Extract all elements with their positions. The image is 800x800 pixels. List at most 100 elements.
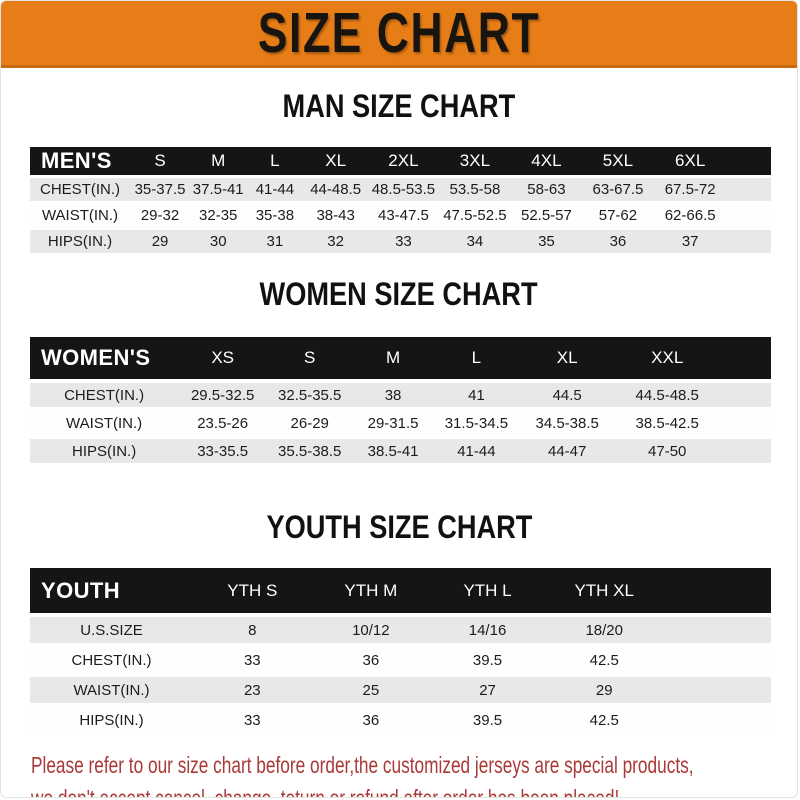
size-value-cell: 44.5 (519, 383, 616, 407)
youth-size-table: YOUTH YTH S YTH M YTH L YTH XL U.S.SIZE 8 10… (30, 564, 771, 737)
size-value-cell: 29 (544, 677, 664, 703)
size-value-cell: 38 (352, 383, 434, 407)
men-section-heading: MAN SIZE CHART (1, 88, 797, 131)
notice-line-2: we don't accept cancel, change, teturn o… (31, 785, 620, 798)
size-column-header: L (433, 337, 520, 379)
size-value-cell: 26-29 (267, 411, 353, 435)
size-value-cell: 27 (430, 677, 545, 703)
men-heading-text: MAN SIZE CHART (282, 88, 516, 124)
row-label-waist: WAIST(IN.) (30, 411, 179, 435)
size-value-cell: 33-35.5 (178, 439, 268, 463)
women-table-label: WOMEN'S (30, 337, 179, 379)
size-value-cell: 10/12 (311, 617, 431, 643)
spacer-cell (719, 337, 771, 379)
size-value-cell: 35-38 (246, 204, 304, 227)
size-value-cell: 38.5-41 (352, 439, 434, 463)
size-value-cell: 36 (311, 647, 431, 673)
size-value-cell: 38.5-42.5 (615, 411, 720, 435)
size-column-header: YTH M (311, 568, 431, 613)
size-value-cell: 37 (653, 230, 727, 253)
men-table-label: MEN'S (30, 147, 131, 175)
spacer-cell (726, 147, 771, 175)
size-value-cell: 33 (193, 647, 312, 673)
spacer-cell (663, 647, 771, 673)
spacer-cell (719, 439, 771, 463)
row-label-ussize: U.S.SIZE (30, 617, 194, 643)
women-header-row: WOMEN'S XS S M L XL XXL (30, 337, 771, 379)
size-value-cell: 39.5 (430, 647, 545, 673)
spacer-cell (663, 568, 771, 613)
spacer-cell (663, 617, 771, 643)
size-value-cell: 33 (193, 707, 312, 733)
women-heading-text: WOMEN SIZE CHART (259, 276, 539, 312)
men-header-row: MEN'S S M L XL 2XL 3XL 4XL 5XL 6XL (30, 147, 771, 175)
men-waist-row: WAIST(IN.) 29-32 32-35 35-38 38-43 43-47.5 47… (30, 204, 771, 227)
spacer-cell (726, 204, 771, 227)
notice-line-1: Please refer to our size chart before or… (31, 752, 694, 778)
size-value-cell: 58-63 (510, 178, 582, 201)
size-column-header: YTH L (430, 568, 545, 613)
size-column-header: XS (178, 337, 268, 379)
spacer-cell (726, 230, 771, 253)
size-value-cell: 35-37.5 (130, 178, 191, 201)
spacer-cell (663, 677, 771, 703)
women-chest-row: CHEST(IN.) 29.5-32.5 32.5-35.5 38 41 44.5 44.… (30, 383, 771, 407)
row-label-chest: CHEST(IN.) (30, 383, 179, 407)
men-hips-row: HIPS(IN.) 29 30 31 32 33 34 35 36 37 (30, 230, 771, 253)
size-value-cell: 31.5-34.5 (433, 411, 520, 435)
size-value-cell: 42.5 (544, 707, 664, 733)
size-value-cell: 29 (130, 230, 191, 253)
men-chest-row: CHEST(IN.) 35-37.5 37.5-41 41-44 44-48.5 48.… (30, 178, 771, 201)
size-value-cell: 38-43 (303, 204, 368, 227)
men-size-table: MEN'S S M L XL 2XL 3XL 4XL 5XL 6XL CHEST(IN.) 35… (30, 144, 771, 256)
row-label-hips: HIPS(IN.) (30, 439, 179, 463)
size-column-header: M (352, 337, 434, 379)
size-column-header: S (130, 147, 191, 175)
youth-chest-row: CHEST(IN.) 33 36 39.5 42.5 (30, 647, 771, 673)
spacer-cell (726, 178, 771, 201)
size-column-header: S (267, 337, 353, 379)
size-column-header: XXL (615, 337, 720, 379)
size-column-header: 6XL (653, 147, 727, 175)
page-title: SIZE CHART (257, 1, 541, 65)
size-value-cell: 57-62 (581, 204, 654, 227)
size-value-cell: 36 (581, 230, 654, 253)
size-value-cell: 29-31.5 (352, 411, 434, 435)
size-value-cell: 43-47.5 (367, 204, 439, 227)
size-value-cell: 30 (190, 230, 247, 253)
size-value-cell: 23 (193, 677, 312, 703)
size-value-cell: 41-44 (246, 178, 304, 201)
size-value-cell: 52.5-57 (510, 204, 582, 227)
row-label-hips: HIPS(IN.) (30, 707, 194, 733)
youth-heading-text: YOUTH SIZE CHART (266, 509, 532, 545)
size-value-cell: 48.5-53.5 (367, 178, 439, 201)
size-value-cell: 29-32 (130, 204, 191, 227)
women-section-heading: WOMEN SIZE CHART (1, 276, 797, 319)
banner: SIZE CHART (1, 1, 797, 68)
size-value-cell: 42.5 (544, 647, 664, 673)
size-value-cell: 53.5-58 (438, 178, 511, 201)
spacer-cell (719, 411, 771, 435)
row-label-chest: CHEST(IN.) (30, 178, 131, 201)
size-column-header: 3XL (438, 147, 511, 175)
size-column-header: YTH XL (544, 568, 664, 613)
size-value-cell: 47.5-52.5 (438, 204, 511, 227)
size-column-header: 4XL (510, 147, 582, 175)
size-column-header: XL (303, 147, 368, 175)
size-value-cell: 41-44 (433, 439, 520, 463)
size-column-header: XL (519, 337, 616, 379)
size-value-cell: 63-67.5 (581, 178, 654, 201)
row-label-chest: CHEST(IN.) (30, 647, 194, 673)
size-value-cell: 23.5-26 (178, 411, 268, 435)
size-value-cell: 14/16 (430, 617, 545, 643)
women-size-table: WOMEN'S XS S M L XL XXL CHEST(IN.) 29.5-32.5 3… (30, 333, 771, 467)
size-value-cell: 41 (433, 383, 520, 407)
size-value-cell: 29.5-32.5 (178, 383, 268, 407)
row-label-hips: HIPS(IN.) (30, 230, 131, 253)
size-value-cell: 35.5-38.5 (267, 439, 353, 463)
size-value-cell: 67.5-72 (653, 178, 727, 201)
size-value-cell: 44-48.5 (303, 178, 368, 201)
size-value-cell: 44.5-48.5 (615, 383, 720, 407)
youth-table-label: YOUTH (30, 568, 194, 613)
size-value-cell: 47-50 (615, 439, 720, 463)
